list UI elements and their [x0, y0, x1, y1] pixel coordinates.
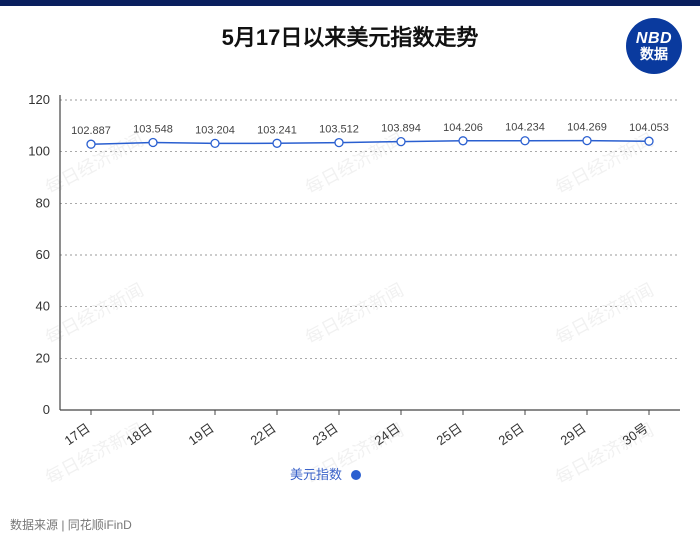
y-tick-label: 0	[43, 402, 50, 417]
chart-area: 0 20 40 60 80 100 120 17日 18日 19日 22日 23日 24日 25日 26日 2…	[0, 80, 700, 500]
data-label: 103.241	[257, 124, 297, 136]
data-point	[87, 140, 95, 148]
chart-title: 5月17日以来美元指数走势	[0, 20, 700, 52]
x-tick-label: 22日	[248, 420, 279, 448]
data-point	[211, 139, 219, 147]
x-tick-label: 30号	[620, 420, 651, 448]
data-label: 104.053	[629, 122, 669, 134]
legend-marker	[351, 470, 361, 480]
data-label: 104.269	[567, 122, 607, 134]
data-point	[459, 137, 467, 145]
x-tick-label: 25日	[434, 420, 465, 448]
data-point	[149, 139, 157, 147]
y-tick-label: 20	[36, 350, 50, 365]
y-tick-label: 40	[36, 299, 50, 314]
data-label: 103.204	[195, 124, 235, 136]
nbd-badge: NBD 数据	[626, 18, 682, 74]
x-tick-label: 17日	[62, 420, 93, 448]
legend-label: 美元指数	[290, 467, 342, 482]
data-label: 103.512	[319, 124, 359, 136]
x-tick-label: 24日	[372, 420, 403, 448]
data-point	[521, 137, 529, 145]
y-tick-label: 60	[36, 247, 50, 262]
data-point	[273, 139, 281, 147]
y-tick-label: 80	[36, 195, 50, 210]
data-label: 104.234	[505, 122, 545, 134]
top-border	[0, 0, 700, 6]
data-label: 103.548	[133, 124, 173, 136]
data-point	[335, 139, 343, 147]
data-source-label: 数据来源 | 同花顺iFinD	[10, 516, 132, 533]
data-point	[645, 137, 653, 145]
badge-line2: 数据	[640, 47, 668, 62]
x-tick-label: 19日	[186, 420, 217, 448]
x-tick-label: 18日	[124, 420, 155, 448]
x-tick-label: 26日	[496, 420, 527, 448]
data-label: 102.887	[71, 125, 111, 137]
x-tick-label: 23日	[310, 420, 341, 448]
y-tick-label: 100	[28, 144, 50, 159]
y-tick-label: 120	[28, 92, 50, 107]
badge-line1: NBD	[636, 30, 672, 48]
series-line	[91, 141, 649, 145]
data-label: 104.206	[443, 122, 483, 134]
data-point	[583, 137, 591, 145]
x-tick-label: 29日	[558, 420, 589, 448]
data-point	[397, 138, 405, 146]
chart-svg: 0 20 40 60 80 100 120 17日 18日 19日 22日 23日 24日 25日 26日 2…	[0, 80, 700, 500]
data-label: 103.894	[381, 123, 421, 135]
